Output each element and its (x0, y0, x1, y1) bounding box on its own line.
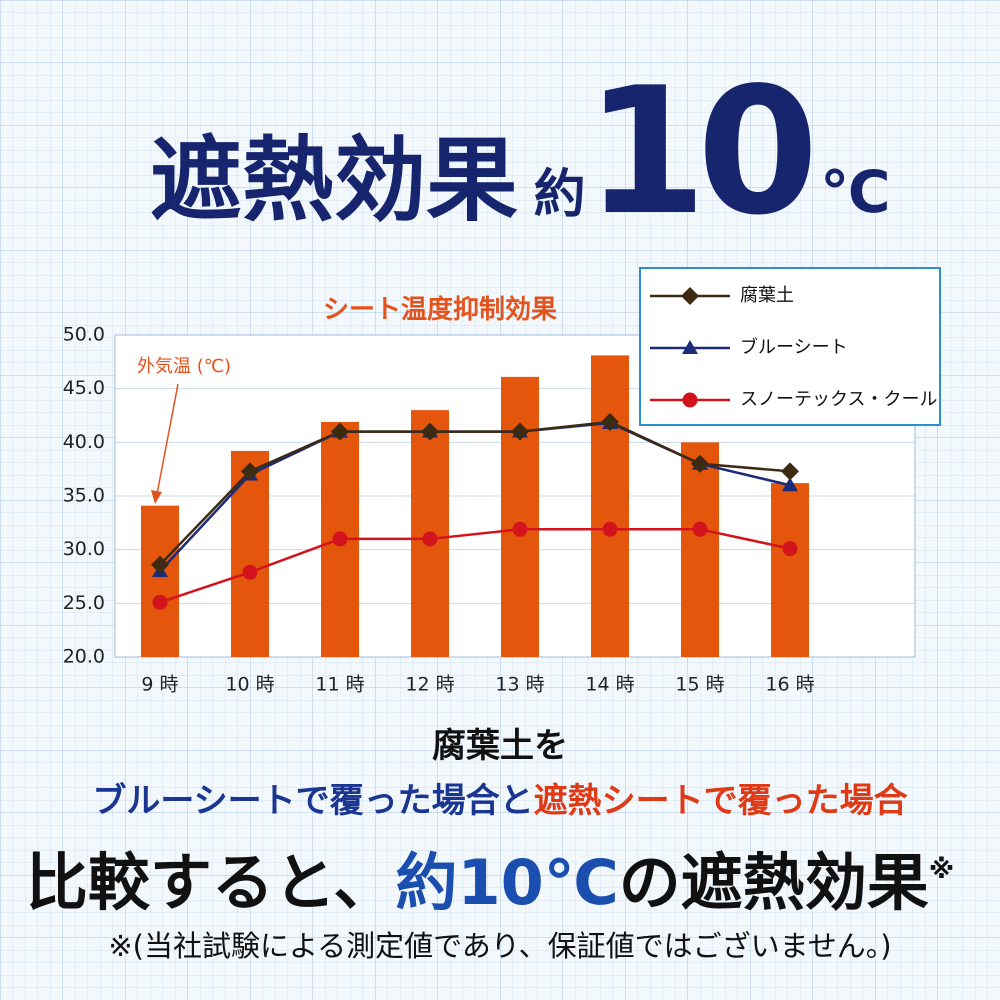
x-tick-label: 15 時 (675, 674, 724, 696)
x-tick-label: 14 時 (585, 674, 634, 696)
x-tick-label: 12 時 (405, 674, 454, 696)
marker (512, 521, 528, 537)
marker (331, 422, 349, 441)
x-tick-label: 13 時 (495, 674, 544, 696)
x-tick-label: 16 時 (765, 674, 814, 696)
desc-line3: 比較すると、約10℃の遮熱効果※ (26, 846, 954, 919)
bar (681, 442, 719, 657)
marker (692, 521, 708, 537)
x-tick-label: 11 時 (315, 674, 364, 696)
x-tick-label: 9 時 (141, 674, 178, 696)
series-line (159, 420, 791, 566)
legend-label: 腐葉土 (740, 285, 794, 306)
y-tick-label: 25.0 (63, 592, 105, 614)
legend-marker (681, 287, 699, 305)
marker (152, 594, 168, 610)
marker (601, 412, 619, 431)
bar (771, 483, 809, 657)
legend-marker (682, 340, 698, 354)
headline-text: 遮熱効果 (150, 127, 518, 234)
note: ※(当社試験による測定値であり、保証値ではございません。) (108, 929, 891, 963)
marker (241, 462, 259, 481)
legend-marker (682, 392, 698, 408)
annotation-arrowhead (151, 490, 162, 504)
annotation-arrow (156, 383, 179, 495)
headline-prefix: 約 (534, 165, 586, 225)
y-tick-label: 30.0 (63, 538, 105, 560)
y-tick-label: 40.0 (63, 431, 105, 453)
marker (151, 555, 169, 574)
y-tick-label: 45.0 (63, 377, 105, 399)
x-tick-label: 10 時 (225, 674, 274, 696)
desc-blue: ブルーシートで覆った場合と (92, 781, 533, 821)
marker (782, 477, 798, 492)
marker (332, 531, 348, 547)
marker (782, 541, 798, 557)
bar (591, 355, 629, 657)
chart-title: シート温度抑制効果 (323, 294, 557, 325)
desc-compare: 比較すると、 (26, 846, 396, 919)
desc-mark: ※ (929, 855, 954, 885)
marker (511, 422, 529, 441)
marker (242, 564, 258, 580)
headline-unit: ℃ (820, 158, 890, 226)
marker (422, 531, 438, 547)
headline: 遮熱効果 約 10 ℃ (150, 51, 891, 254)
marker (691, 454, 709, 473)
marker (602, 521, 618, 537)
desc-red: 遮熱シートで覆った場合 (534, 781, 908, 821)
bar (141, 505, 179, 657)
y-tick-label: 20.0 (63, 646, 105, 668)
annotation: 外気温 (℃) (137, 356, 231, 377)
bar (231, 450, 269, 657)
desc-effect: の遮熱効果 (619, 846, 929, 919)
series-line (159, 528, 791, 604)
legend-label: ブルーシート (740, 336, 848, 358)
marker (781, 462, 799, 481)
marker (421, 422, 439, 441)
chart: 20.0 25.0 30.0 35.0 40.0 45.0 50.0 9 時 10 時 11 時 1… (63, 267, 941, 696)
y-tick-label: 50.0 (63, 324, 105, 346)
legend-label: スノーテックス・クール (740, 389, 937, 410)
desc-line2: ブルーシートで覆った場合と遮熱シートで覆った場合 (92, 781, 907, 821)
headline-number: 10 (585, 51, 811, 254)
bar (501, 376, 539, 657)
desc-highlight: 約10℃ (395, 846, 618, 919)
desc-line1: 腐葉土を (432, 726, 568, 766)
y-tick-label: 35.0 (63, 485, 105, 507)
